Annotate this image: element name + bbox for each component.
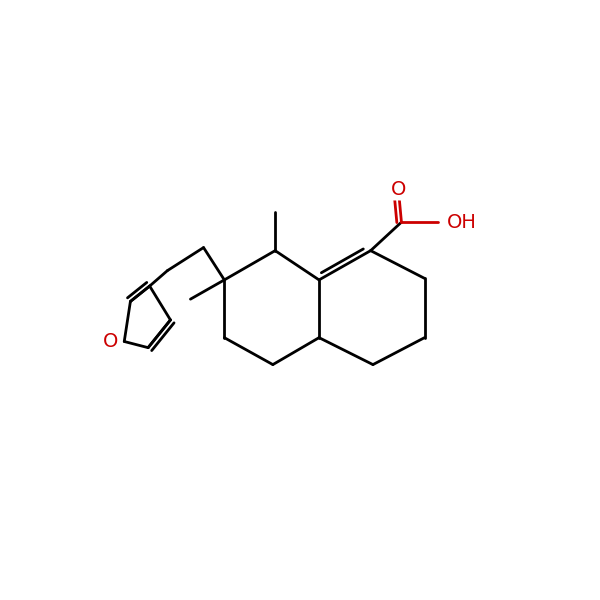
Text: OH: OH <box>447 212 476 232</box>
Text: O: O <box>103 332 119 351</box>
Text: O: O <box>391 179 406 199</box>
